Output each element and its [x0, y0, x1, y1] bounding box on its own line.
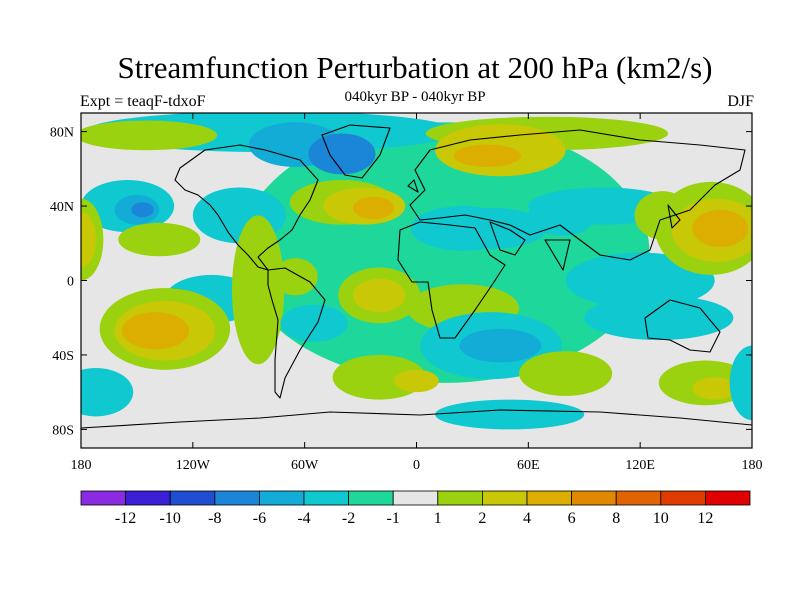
- contour-region-36: [353, 278, 406, 313]
- coastline-japan: [667, 204, 681, 229]
- map-panel: [80, 112, 753, 449]
- colorbar-swatch: [615, 490, 662, 506]
- coastline-india: [544, 239, 571, 271]
- contour-region-23: [692, 209, 749, 247]
- colorbar-label: -8: [208, 510, 221, 527]
- contour-region-19: [528, 194, 596, 236]
- colorbar-swatch: [348, 490, 394, 506]
- coastlines: [81, 124, 752, 429]
- contour-region-11: [131, 202, 154, 218]
- contour-region-25: [81, 211, 96, 268]
- coastline-antarctica: [81, 409, 752, 429]
- colorbar-swatch: [80, 490, 126, 506]
- contour-region-46: [394, 369, 439, 393]
- contour-region-47: [519, 351, 613, 396]
- contour-region-39: [459, 328, 542, 363]
- contour-region-4: [308, 133, 376, 175]
- colorbar-swatch: [125, 490, 171, 506]
- colorbar-label: 8: [612, 510, 620, 527]
- colorbar-swatch: [705, 490, 751, 506]
- x-tick-label: 180: [742, 458, 763, 473]
- plot-title: Streamfunction Perturbation at 200 hPa (…: [117, 50, 713, 85]
- colorbar-label: -10: [160, 510, 181, 527]
- colorbar-label: 12: [697, 510, 713, 527]
- coastline-australia: [644, 299, 721, 353]
- contour-region-32: [122, 312, 190, 350]
- experiment-label: Expt = teaqF-tdxoF: [80, 93, 206, 110]
- x-tick-label: 60W: [291, 458, 319, 473]
- colorbar-label: -4: [297, 510, 310, 527]
- colorbar-swatch: [303, 490, 349, 506]
- coastline-south-america: [267, 267, 326, 399]
- y-axis: 80N 40N 0 40S 80S: [50, 126, 752, 438]
- colorbar-swatch: [526, 490, 572, 506]
- contour-region-48: [435, 399, 585, 430]
- x-axis: 180 120W 60W 0 60E 120E 180: [71, 113, 763, 473]
- colorbar-swatch: [258, 490, 305, 506]
- contour-region-17: [435, 207, 547, 249]
- contour-region-8: [453, 144, 521, 167]
- contour-region-44: [81, 367, 134, 417]
- coastline-uk: [407, 179, 419, 193]
- coastline-eurasia: [409, 129, 746, 261]
- coastline-arabia: [489, 221, 526, 256]
- colorbar-swatch: [392, 490, 439, 506]
- contour-region-27: [272, 258, 318, 296]
- contour-region-43: [729, 345, 752, 421]
- coastline-africa: [397, 221, 506, 339]
- colorbar-label: 4: [523, 510, 531, 527]
- x-tick-label: 0: [413, 458, 420, 473]
- x-tick-label: 60E: [517, 458, 540, 473]
- field-contours: [81, 113, 752, 430]
- coastline-greenland: [321, 124, 391, 179]
- y-tick-label: 40N: [50, 200, 74, 215]
- colorbar-swatch: [214, 490, 260, 506]
- season-label: DJF: [727, 93, 754, 110]
- x-tick-label: 180: [71, 458, 92, 473]
- contour-region-26: [118, 222, 201, 257]
- colorbar-label: -2: [342, 510, 355, 527]
- colorbar-label: -12: [115, 510, 136, 527]
- y-tick-label: 0: [67, 275, 74, 290]
- contour-region-34: [280, 304, 348, 342]
- y-tick-label: 80S: [52, 423, 74, 438]
- colorbar-swatch: [169, 490, 216, 506]
- contour-region-15: [353, 196, 395, 220]
- colorbar-label: 6: [568, 510, 576, 527]
- colorbar-swatch: [660, 490, 706, 506]
- colorbar-label: 1: [434, 510, 442, 527]
- colorbar-label: 2: [478, 510, 486, 527]
- y-tick-label: 80N: [50, 126, 74, 141]
- contour-region-42: [692, 377, 738, 400]
- contour-region-1: [565, 252, 715, 309]
- plot-subtitle: 040kyr BP - 040kyr BP: [344, 89, 486, 105]
- y-tick-label: 40S: [52, 349, 74, 364]
- contour-region-5: [81, 120, 218, 151]
- colorbar-label: 10: [653, 510, 669, 527]
- colorbar-label: -6: [253, 510, 266, 527]
- colorbar-swatch: [481, 490, 528, 506]
- coastline-north-america: [174, 144, 319, 271]
- colorbar-swatch: [437, 490, 483, 506]
- colorbar: -12 -10 -8 -6 -4 -2 -1 1 2 4 6 8 10 12: [80, 490, 751, 527]
- colorbar-swatch: [571, 490, 617, 506]
- colorbar-label: -1: [387, 510, 400, 527]
- x-tick-label: 120W: [176, 458, 211, 473]
- x-tick-label: 120E: [625, 458, 655, 473]
- contour-region-40: [584, 295, 734, 341]
